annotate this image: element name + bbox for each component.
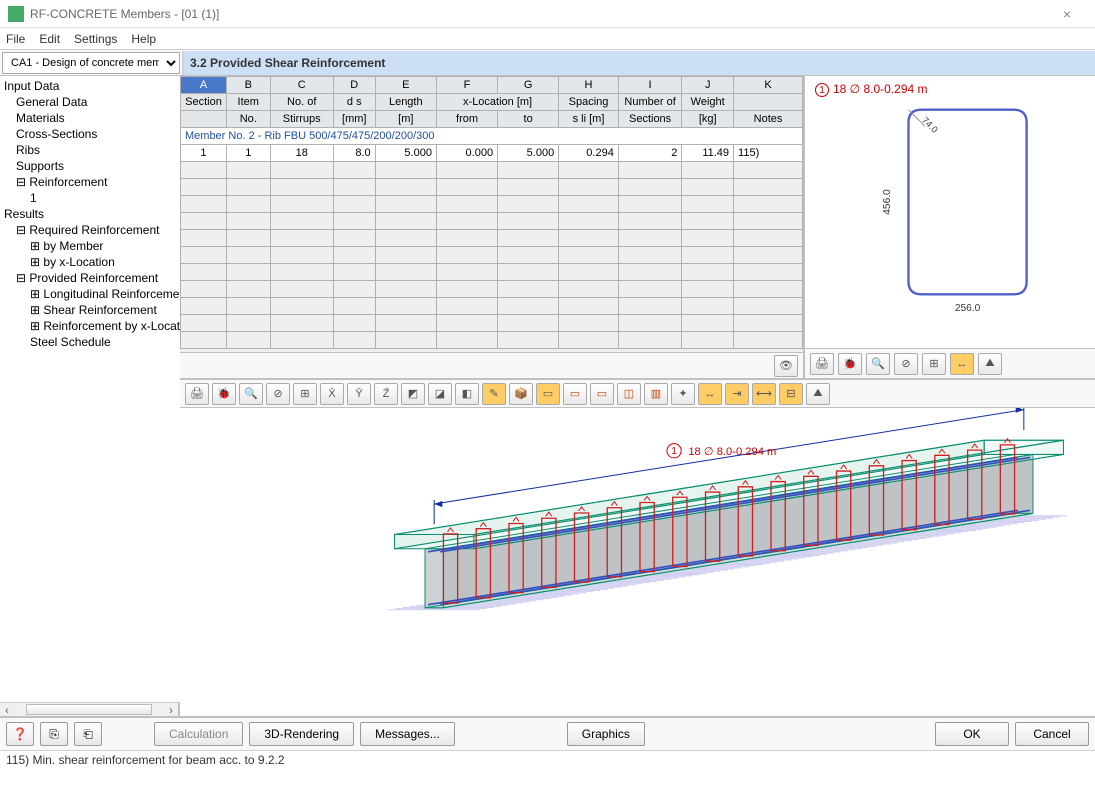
section-svg: 74.0 456.0 256.0: [811, 82, 1089, 322]
tree-hscroll[interactable]: ‹ ›: [0, 702, 178, 716]
menu-settings[interactable]: Settings: [74, 32, 117, 46]
tree-results[interactable]: Results: [2, 206, 178, 222]
r-layer3-icon[interactable]: ▭: [590, 383, 614, 405]
grid-toolbar: 👁: [180, 352, 803, 378]
r-dim2-icon[interactable]: ⇥: [725, 383, 749, 405]
tree-ribs[interactable]: Ribs: [2, 142, 178, 158]
graphics-button[interactable]: Graphics: [567, 722, 645, 746]
titlebar: RF-CONCRETE Members - [01 (1)] ×: [0, 0, 1095, 28]
render-toolbar: 🖨 🐞 🔍 ⊘ ⊞ X̄ Ȳ Z̄ ◩ ◪ ◧ ✎ 📦 ▭ ▭ ▭ ◫ ▥ ✦ …: [180, 380, 1095, 408]
r-cube2-icon[interactable]: ◪: [428, 383, 452, 405]
menu-edit[interactable]: Edit: [39, 32, 60, 46]
bottom-bar: ❓ ⎘ ⎗ Calculation 3D-Rendering Messages.…: [0, 716, 1095, 750]
tree-general-data[interactable]: General Data: [2, 94, 178, 110]
status-bar: 115) Min. shear reinforcement for beam a…: [0, 750, 1095, 770]
data-grid[interactable]: ABCDEFGHIJKSectionItemNo. ofd sLengthx-L…: [180, 76, 803, 352]
r-y-icon[interactable]: Ȳ: [347, 383, 371, 405]
tree-by-xlocation[interactable]: ⊞ by x-Location: [2, 254, 178, 270]
svg-text:18 ∅ 8.0-0.294 m: 18 ∅ 8.0-0.294 m: [688, 446, 776, 458]
eye-icon[interactable]: 👁: [774, 355, 798, 377]
scroll-left-icon[interactable]: ‹: [0, 703, 14, 716]
svg-text:74.0: 74.0: [920, 115, 940, 135]
import-button[interactable]: ⎗: [74, 722, 102, 746]
tree-steel-schedule[interactable]: Steel Schedule: [2, 334, 178, 350]
tree-reinf-by-x[interactable]: ⊞ Reinforcement by x-Locati: [2, 318, 178, 334]
r-layer2-icon[interactable]: ▭: [563, 383, 587, 405]
tree-reinforcement-1[interactable]: 1: [2, 190, 178, 206]
r-dim3-icon[interactable]: ⟷: [752, 383, 776, 405]
zoom-cancel-icon[interactable]: ⊘: [894, 353, 918, 375]
r-print-icon[interactable]: 🖨: [185, 383, 209, 405]
tree-provided-reinf[interactable]: ⊟ Provided Reinforcement: [2, 270, 178, 286]
preview-toolbar: 🖨 🐞 🔍 ⊘ ⊞ ↔ ⛰: [805, 348, 1095, 378]
app-icon: [8, 6, 24, 22]
r-zoomx-icon[interactable]: ⊘: [266, 383, 290, 405]
help-button[interactable]: ❓: [6, 722, 34, 746]
tree-by-member[interactable]: ⊞ by Member: [2, 238, 178, 254]
r-axes-icon[interactable]: ✦: [671, 383, 695, 405]
cancel-button[interactable]: Cancel: [1015, 722, 1089, 746]
tree-materials[interactable]: Materials: [2, 110, 178, 126]
close-icon[interactable]: ×: [1047, 6, 1087, 22]
tree-longitudinal[interactable]: ⊞ Longitudinal Reinforcement: [2, 286, 178, 302]
r-zoom-icon[interactable]: 🔍: [239, 383, 263, 405]
messages-button[interactable]: Messages...: [360, 722, 455, 746]
r-layer4-icon[interactable]: ◫: [617, 383, 641, 405]
tree-required-reinf[interactable]: ⊟ Required Reinforcement: [2, 222, 178, 238]
r-pencil-icon[interactable]: ✎: [482, 383, 506, 405]
window-title: RF-CONCRETE Members - [01 (1)]: [30, 7, 1047, 21]
preview-label: 118 ∅ 8.0-0.294 m: [815, 82, 928, 97]
r-cube3-icon[interactable]: ◧: [455, 383, 479, 405]
rendering-button[interactable]: 3D-Rendering: [249, 722, 354, 746]
r-photo-icon[interactable]: ⛰: [806, 383, 830, 405]
tree-cross-sections[interactable]: Cross-Sections: [2, 126, 178, 142]
tree-supports[interactable]: Supports: [2, 158, 178, 174]
scroll-right-icon[interactable]: ›: [164, 703, 178, 716]
find-icon[interactable]: 🐞: [838, 353, 862, 375]
render-view[interactable]: 1 18 ∅ 8.0-0.294 m: [180, 408, 1095, 716]
values-icon[interactable]: ⛰: [978, 353, 1002, 375]
r-grid-icon[interactable]: ⊞: [293, 383, 317, 405]
ok-button[interactable]: OK: [935, 722, 1009, 746]
svg-text:456.0: 456.0: [882, 189, 893, 215]
tree-reinforcement[interactable]: ⊟ Reinforcement: [2, 174, 178, 190]
tree-shear[interactable]: ⊞ Shear Reinforcement: [2, 302, 178, 318]
r-dim4-icon[interactable]: ⊟: [779, 383, 803, 405]
dims-icon[interactable]: ↔: [950, 353, 974, 375]
print-icon[interactable]: 🖨: [810, 353, 834, 375]
section-preview: 118 ∅ 8.0-0.294 m 74.0 456.0 256.0 🖨 🐞 🔍…: [805, 76, 1095, 378]
case-selector[interactable]: CA1 - Design of concrete memb: [2, 52, 180, 74]
case-row: CA1 - Design of concrete memb 3.2 Provid…: [0, 50, 1095, 76]
svg-text:1: 1: [671, 446, 677, 457]
r-dim-icon[interactable]: ↔: [698, 383, 722, 405]
r-layer5-icon[interactable]: ▥: [644, 383, 668, 405]
section-title: 3.2 Provided Shear Reinforcement: [182, 51, 1095, 75]
r-cube1-icon[interactable]: ◩: [401, 383, 425, 405]
r-layer1-icon[interactable]: ▭: [536, 383, 560, 405]
grid-icon[interactable]: ⊞: [922, 353, 946, 375]
menu-help[interactable]: Help: [131, 32, 156, 46]
calculation-button[interactable]: Calculation: [154, 722, 243, 746]
tree-input-data[interactable]: Input Data: [2, 78, 178, 94]
zoom-icon[interactable]: 🔍: [866, 353, 890, 375]
svg-text:256.0: 256.0: [955, 303, 981, 314]
menubar: File Edit Settings Help: [0, 28, 1095, 50]
r-bug-icon[interactable]: 🐞: [212, 383, 236, 405]
navigation-tree[interactable]: Input Data General Data Materials Cross-…: [0, 76, 180, 702]
menu-file[interactable]: File: [6, 32, 25, 46]
export-button[interactable]: ⎘: [40, 722, 68, 746]
r-x-icon[interactable]: X̄: [320, 383, 344, 405]
r-z-icon[interactable]: Z̄: [374, 383, 398, 405]
r-box-icon[interactable]: 📦: [509, 383, 533, 405]
